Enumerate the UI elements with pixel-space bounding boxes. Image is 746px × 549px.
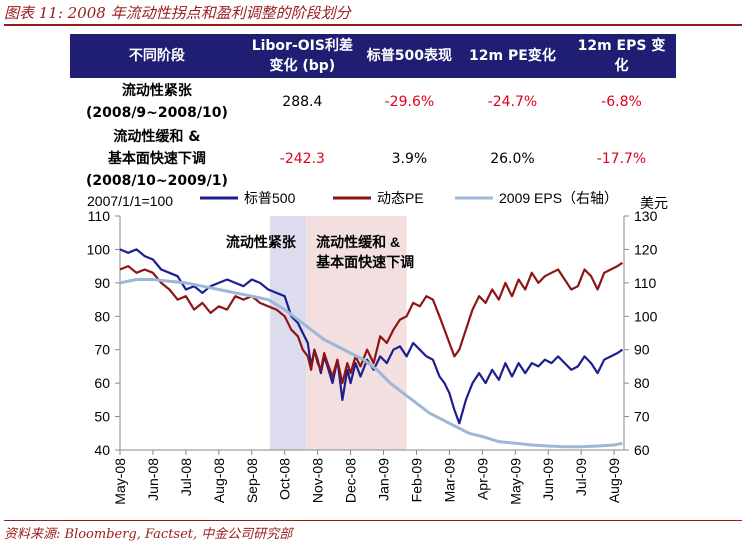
table-row: 流动性紧张 (2008/9~2008/10) 288.4 -29.6% -24.… xyxy=(70,78,676,126)
header-stage: 不同阶段 xyxy=(70,34,244,78)
right-tick-label: 100 xyxy=(634,308,658,324)
x-tick-label: May-08 xyxy=(112,458,128,505)
row-label: 流动性紧张 (2008/9~2008/10) xyxy=(70,78,244,126)
legend-label: 2009 EPS（右轴） xyxy=(499,190,618,206)
header-libor: Libor-OIS利差变化 (bp) xyxy=(244,34,361,78)
x-tick-label: Sep-08 xyxy=(244,458,260,503)
figure-title: 图表 11: 2008 年流动性拐点和盈利调整的阶段划分 xyxy=(4,2,351,23)
source-note: 资料来源: Bloomberg, Factset, 中金公司研究部 xyxy=(4,523,292,542)
row-label-line: 流动性缓和 & xyxy=(74,126,240,148)
x-tick-label: Oct-08 xyxy=(277,458,293,500)
right-tick-label: 80 xyxy=(634,375,650,391)
x-tick-label: Aug-08 xyxy=(211,458,227,503)
x-tick-label: Jul-08 xyxy=(178,458,194,496)
left-tick-label: 50 xyxy=(94,409,110,425)
cell-libor: -242.3 xyxy=(244,126,361,192)
title-divider xyxy=(4,24,742,26)
row-label: 流动性缓和 & 基本面快速下调 (2008/10~2009/1) xyxy=(70,126,244,192)
cell-pe: 26.0% xyxy=(458,126,567,192)
right-tick-label: 90 xyxy=(634,342,650,358)
left-tick-label: 110 xyxy=(88,208,111,224)
table-row: 流动性缓和 & 基本面快速下调 (2008/10~2009/1) -242.3 … xyxy=(70,126,676,192)
footer-divider xyxy=(4,520,742,521)
shaded-period xyxy=(270,216,306,450)
period-label: 基本面快速下调 xyxy=(316,254,414,270)
cell-pe: -24.7% xyxy=(458,78,567,126)
header-eps: 12m EPS 变化 xyxy=(567,34,676,78)
x-tick-label: Dec-08 xyxy=(343,458,359,503)
left-tick-label: 80 xyxy=(94,308,110,324)
x-tick-label: Jun-08 xyxy=(145,458,161,501)
left-tick-label: 90 xyxy=(94,275,110,291)
period-label: 流动性缓和 & xyxy=(316,234,400,250)
left-tick-label: 100 xyxy=(87,241,111,257)
right-tick-label: 60 xyxy=(634,442,650,458)
right-tick-label: 120 xyxy=(634,241,658,257)
x-tick-label: May-09 xyxy=(507,458,523,505)
cell-libor: 288.4 xyxy=(244,78,361,126)
x-tick-label: Jan-09 xyxy=(376,458,392,501)
x-tick-label: Nov-08 xyxy=(310,458,326,503)
x-tick-label: Apr-09 xyxy=(474,458,490,500)
legend-label: 动态PE xyxy=(377,190,424,206)
x-tick-label: Jun-09 xyxy=(540,458,556,501)
x-tick-label: Feb-09 xyxy=(408,458,424,503)
cell-eps: -6.8% xyxy=(567,78,676,126)
row-label-line: 流动性紧张 xyxy=(74,80,240,102)
left-axis-label: 2007/1/1=100 xyxy=(87,193,173,209)
cell-sp500: 3.9% xyxy=(361,126,458,192)
legend-label: 标普500 xyxy=(244,190,296,206)
right-axis-label: 美元 xyxy=(640,195,668,211)
stats-table: 不同阶段 Libor-OIS利差变化 (bp) 标普500表现 12m PE变化… xyxy=(70,34,676,192)
left-tick-label: 40 xyxy=(94,442,110,458)
line-chart: 40506070809010011060708090100110120130Ma… xyxy=(0,188,746,518)
x-tick-label: Mar-09 xyxy=(441,458,457,503)
x-tick-label: Jul-09 xyxy=(573,458,589,496)
x-tick-label: Aug-09 xyxy=(606,458,622,503)
table-header-row: 不同阶段 Libor-OIS利差变化 (bp) 标普500表现 12m PE变化… xyxy=(70,34,676,78)
right-tick-label: 110 xyxy=(634,275,657,291)
header-sp500: 标普500表现 xyxy=(361,34,458,78)
header-pe: 12m PE变化 xyxy=(458,34,567,78)
cell-sp500: -29.6% xyxy=(361,78,458,126)
cell-eps: -17.7% xyxy=(567,126,676,192)
left-tick-label: 70 xyxy=(94,342,110,358)
row-label-line: (2008/9~2008/10) xyxy=(74,102,240,124)
period-label: 流动性紧张 xyxy=(226,234,297,250)
right-tick-label: 70 xyxy=(634,409,650,425)
row-label-line: 基本面快速下调 xyxy=(74,148,240,170)
left-tick-label: 60 xyxy=(94,375,110,391)
